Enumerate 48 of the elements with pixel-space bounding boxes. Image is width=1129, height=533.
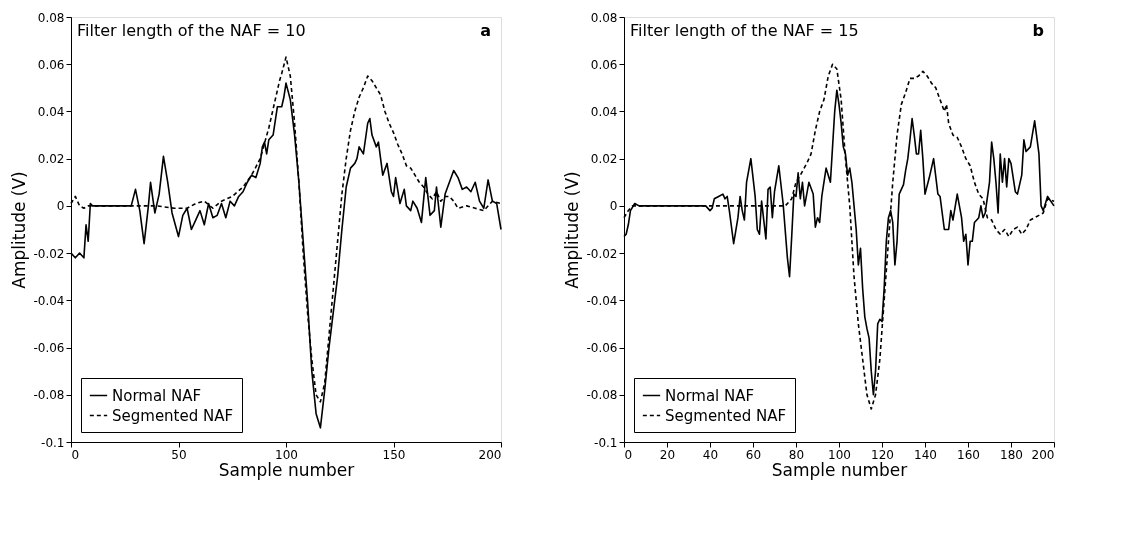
- y-tick-label: -0.04: [33, 293, 65, 308]
- x-tick-label: 100: [828, 447, 851, 462]
- y-tick-label: -0.02: [33, 246, 65, 261]
- legend-label: Segmented NAF: [665, 406, 787, 425]
- y-tick-label: 0.08: [37, 10, 65, 25]
- legend-label: Segmented NAF: [112, 406, 234, 425]
- chart-title: Filter length of the NAF = 10: [77, 21, 306, 40]
- y-tick-label: -0.02: [586, 246, 618, 261]
- x-tick-label: 0: [624, 447, 633, 462]
- y-tick-label: 0.02: [590, 152, 618, 167]
- y-tick-label: 0: [56, 199, 65, 214]
- x-tick-label: 150: [382, 447, 406, 462]
- x-tick-label: 200: [478, 447, 502, 462]
- x-tick-label: 0: [71, 447, 80, 462]
- x-tick-label: 200: [1031, 447, 1055, 462]
- x-tick-label: 160: [957, 447, 980, 462]
- y-tick-label: 0.04: [37, 104, 65, 119]
- x-tick-label: 180: [1000, 447, 1023, 462]
- x-axis-title: Sample number: [218, 459, 355, 480]
- x-tick-label: 100: [275, 447, 298, 462]
- chart-title: Filter length of the NAF = 15: [630, 21, 859, 40]
- annotation: a: [480, 21, 491, 40]
- x-axis-title: Sample number: [771, 459, 908, 480]
- y-tick-label: -0.04: [586, 293, 618, 308]
- y-tick-label: -0.06: [33, 341, 65, 356]
- y-tick-label: -0.08: [33, 388, 65, 403]
- y-tick-label: -0.1: [594, 435, 618, 450]
- y-tick-label: 0.08: [590, 10, 618, 25]
- y-tick-label: -0.08: [586, 388, 618, 403]
- y-axis-title: Amplitude (V): [9, 171, 30, 289]
- y-tick-label: 0.06: [590, 57, 618, 72]
- legend-label: Normal NAF: [112, 386, 202, 405]
- x-tick-label: 60: [745, 447, 762, 462]
- annotation: b: [1032, 21, 1044, 40]
- y-axis-title: Amplitude (V): [562, 171, 583, 289]
- x-tick-label: 140: [914, 447, 937, 462]
- y-tick-label: -0.06: [586, 341, 618, 356]
- x-tick-label: 20: [659, 447, 676, 462]
- x-tick-label: 50: [171, 447, 187, 462]
- y-tick-label: 0.02: [37, 152, 65, 167]
- y-tick-label: 0: [609, 199, 618, 214]
- y-tick-label: -0.1: [41, 435, 65, 450]
- legend-label: Normal NAF: [665, 386, 755, 405]
- y-tick-label: 0.06: [37, 57, 65, 72]
- x-tick-label: 40: [702, 447, 719, 462]
- x-tick-label: 80: [788, 447, 805, 462]
- x-tick-label: 120: [871, 447, 894, 462]
- y-tick-label: 0.04: [590, 104, 618, 119]
